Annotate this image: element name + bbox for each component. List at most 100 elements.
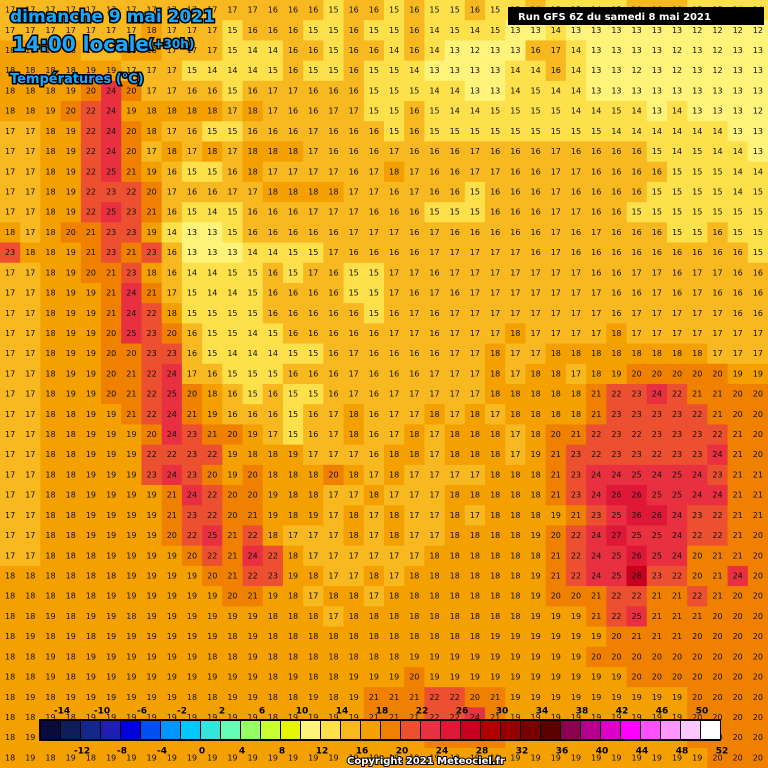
grid-value: 13 <box>672 26 682 35</box>
grid-cell <box>181 384 203 405</box>
grid-cell <box>687 202 708 223</box>
grid-value: 16 <box>308 46 318 55</box>
grid-value: 18 <box>429 632 439 641</box>
grid-value: 16 <box>692 248 702 257</box>
grid-value: 19 <box>187 592 197 601</box>
grid-value: 16 <box>652 248 662 257</box>
grid-value: 18 <box>146 26 156 35</box>
grid-value: 19 <box>611 673 621 682</box>
grid-value: 18 <box>510 592 520 601</box>
grid-cell <box>0 181 21 203</box>
grid-value: 18 <box>45 410 55 419</box>
grid-cell <box>181 424 203 446</box>
grid-value: 18 <box>470 491 480 500</box>
colorbar-label: -10 <box>94 707 110 717</box>
grid-cell <box>464 60 486 82</box>
grid-value: 16 <box>672 248 682 257</box>
grid-value: 17 <box>227 6 237 15</box>
grid-cell <box>181 121 203 142</box>
grid-value: 23 <box>187 450 197 459</box>
grid-value: 21 <box>733 511 743 520</box>
grid-value: 18 <box>25 612 35 621</box>
grid-cell <box>646 161 668 183</box>
grid-cell <box>101 40 122 62</box>
grid-cell <box>586 222 607 244</box>
grid-value: 18 <box>490 450 500 459</box>
grid-cell <box>384 303 405 324</box>
grid-cell <box>404 282 425 304</box>
grid-value: 20 <box>753 632 763 641</box>
grid-value: 18 <box>369 652 379 661</box>
grid-value: 12 <box>672 46 682 55</box>
grid-value: 18 <box>389 167 399 176</box>
grid-value: 19 <box>126 652 136 661</box>
grid-value: 22 <box>692 592 702 601</box>
grid-cell <box>141 242 163 264</box>
grid-cell <box>687 323 708 345</box>
grid-value: 19 <box>126 632 136 641</box>
grid-value: 15 <box>207 127 217 136</box>
grid-value: 17 <box>429 369 439 378</box>
grid-cell <box>606 121 628 142</box>
grid-value: 13 <box>672 86 682 95</box>
grid-cell <box>121 384 142 405</box>
grid-cell <box>80 424 102 446</box>
grid-value: 16 <box>227 390 237 399</box>
grid-cell <box>282 181 304 203</box>
grid-value: 17 <box>652 289 662 298</box>
colorbar-label: 36 <box>556 747 569 757</box>
grid-cell <box>626 101 648 122</box>
grid-value: 20 <box>126 349 136 358</box>
grid-cell <box>161 121 183 142</box>
grid-value: 15 <box>672 167 682 176</box>
grid-cell <box>565 222 587 244</box>
grid-value: 16 <box>470 6 480 15</box>
grid-cell <box>424 262 446 284</box>
colorbar-label: 42 <box>616 707 629 717</box>
grid-value: 13 <box>611 26 621 35</box>
grid-value: 17 <box>187 147 197 156</box>
grid-cell <box>666 20 688 41</box>
grid-cell <box>343 181 365 203</box>
grid-value: 18 <box>328 652 338 661</box>
grid-cell <box>464 181 486 203</box>
grid-value: 18 <box>510 531 520 540</box>
grid-value: 23 <box>187 430 197 439</box>
grid-cell <box>20 0 41 21</box>
colorbar-box <box>661 721 680 739</box>
grid-value: 18 <box>66 673 76 682</box>
grid-value: 14 <box>470 107 480 116</box>
grid-cell <box>80 20 102 41</box>
grid-cell <box>303 363 324 385</box>
grid-value: 21 <box>712 551 722 560</box>
grid-value: 17 <box>227 188 237 197</box>
grid-cell <box>525 222 547 244</box>
grid-value: 14 <box>268 46 278 55</box>
grid-value: 19 <box>530 612 540 621</box>
grid-value: 18 <box>45 289 55 298</box>
grid-value: 22 <box>571 572 581 581</box>
grid-cell <box>586 424 607 446</box>
grid-value: 21 <box>652 612 662 621</box>
grid-cell <box>161 343 183 365</box>
grid-value: 18 <box>5 228 15 237</box>
grid-value: 16 <box>328 228 338 237</box>
grid-value: 21 <box>551 551 561 560</box>
grid-value: 19 <box>86 470 96 479</box>
grid-cell <box>727 60 749 82</box>
grid-value: 18 <box>530 430 540 439</box>
colorbar-box <box>641 721 660 739</box>
grid-value: 20 <box>207 572 217 581</box>
grid-value: 17 <box>86 6 96 15</box>
grid-cell <box>0 0 21 21</box>
grid-value: 21 <box>733 531 743 540</box>
grid-value: 21 <box>733 470 743 479</box>
grid-value: 13 <box>571 26 581 35</box>
grid-value: 16 <box>349 167 359 176</box>
grid-cell <box>80 404 102 425</box>
grid-cell <box>404 262 425 284</box>
grid-value: 12 <box>753 107 763 116</box>
grid-value: 17 <box>450 329 460 338</box>
grid-value: 18 <box>268 632 278 641</box>
grid-value: 17 <box>308 551 318 560</box>
